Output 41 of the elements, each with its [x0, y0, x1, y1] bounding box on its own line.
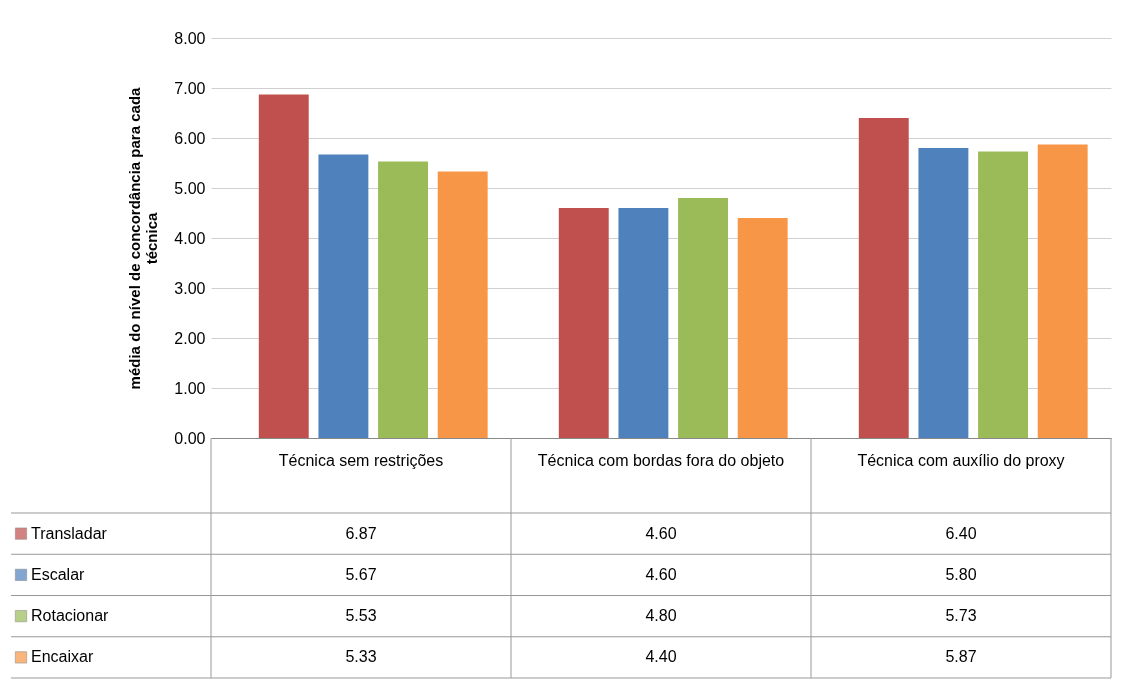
- y-tick-label: 1.00: [174, 379, 206, 397]
- bar: [678, 198, 729, 438]
- y-tick-label: 6.00: [174, 129, 206, 147]
- bar: [258, 94, 309, 438]
- y-tick-label: 0.00: [174, 429, 206, 447]
- data-label: 5.80: [945, 565, 977, 583]
- legend-label: Escalar: [31, 565, 86, 583]
- bar: [1037, 144, 1088, 438]
- bar: [618, 208, 669, 438]
- bar: [978, 151, 1029, 438]
- data-label: 6.87: [345, 524, 377, 542]
- legend-label: Encaixar: [31, 648, 94, 666]
- data-label: 4.60: [645, 565, 677, 583]
- data-label: 6.40: [945, 524, 977, 542]
- legend-label: Transladar: [31, 524, 108, 542]
- data-label: 5.87: [945, 648, 977, 666]
- bar: [858, 118, 909, 438]
- data-label: 4.40: [645, 648, 677, 666]
- data-label: 4.60: [645, 524, 677, 542]
- legend-label: Rotacionar: [31, 607, 110, 625]
- y-tick-label: 5.00: [174, 179, 206, 197]
- bar: [558, 208, 609, 438]
- data-label: 5.67: [345, 565, 377, 583]
- bar: [318, 154, 369, 438]
- data-label: 4.80: [645, 607, 677, 625]
- bar: [918, 148, 969, 438]
- data-label: 5.33: [345, 648, 377, 666]
- x-tick-label: Técnica com auxílio do proxy: [857, 451, 1065, 469]
- x-tick-label: Técnica com bordas fora do objeto: [537, 451, 785, 469]
- bar: [378, 161, 429, 438]
- y-tick-label: 7.00: [174, 79, 206, 97]
- data-label: 5.73: [945, 607, 977, 625]
- bar: [437, 171, 488, 438]
- y-tick-label: 4.00: [174, 229, 206, 247]
- y-tick-label: 3.00: [174, 279, 206, 297]
- data-label: 5.53: [345, 607, 377, 625]
- y-tick-label: 2.00: [174, 329, 206, 347]
- x-tick-label: Técnica sem restrições: [278, 451, 444, 469]
- bar: [737, 218, 788, 438]
- y-tick-label: 8.00: [174, 29, 206, 47]
- y-axis-title: média do nível de concordância para cada técnica: [126, 86, 161, 390]
